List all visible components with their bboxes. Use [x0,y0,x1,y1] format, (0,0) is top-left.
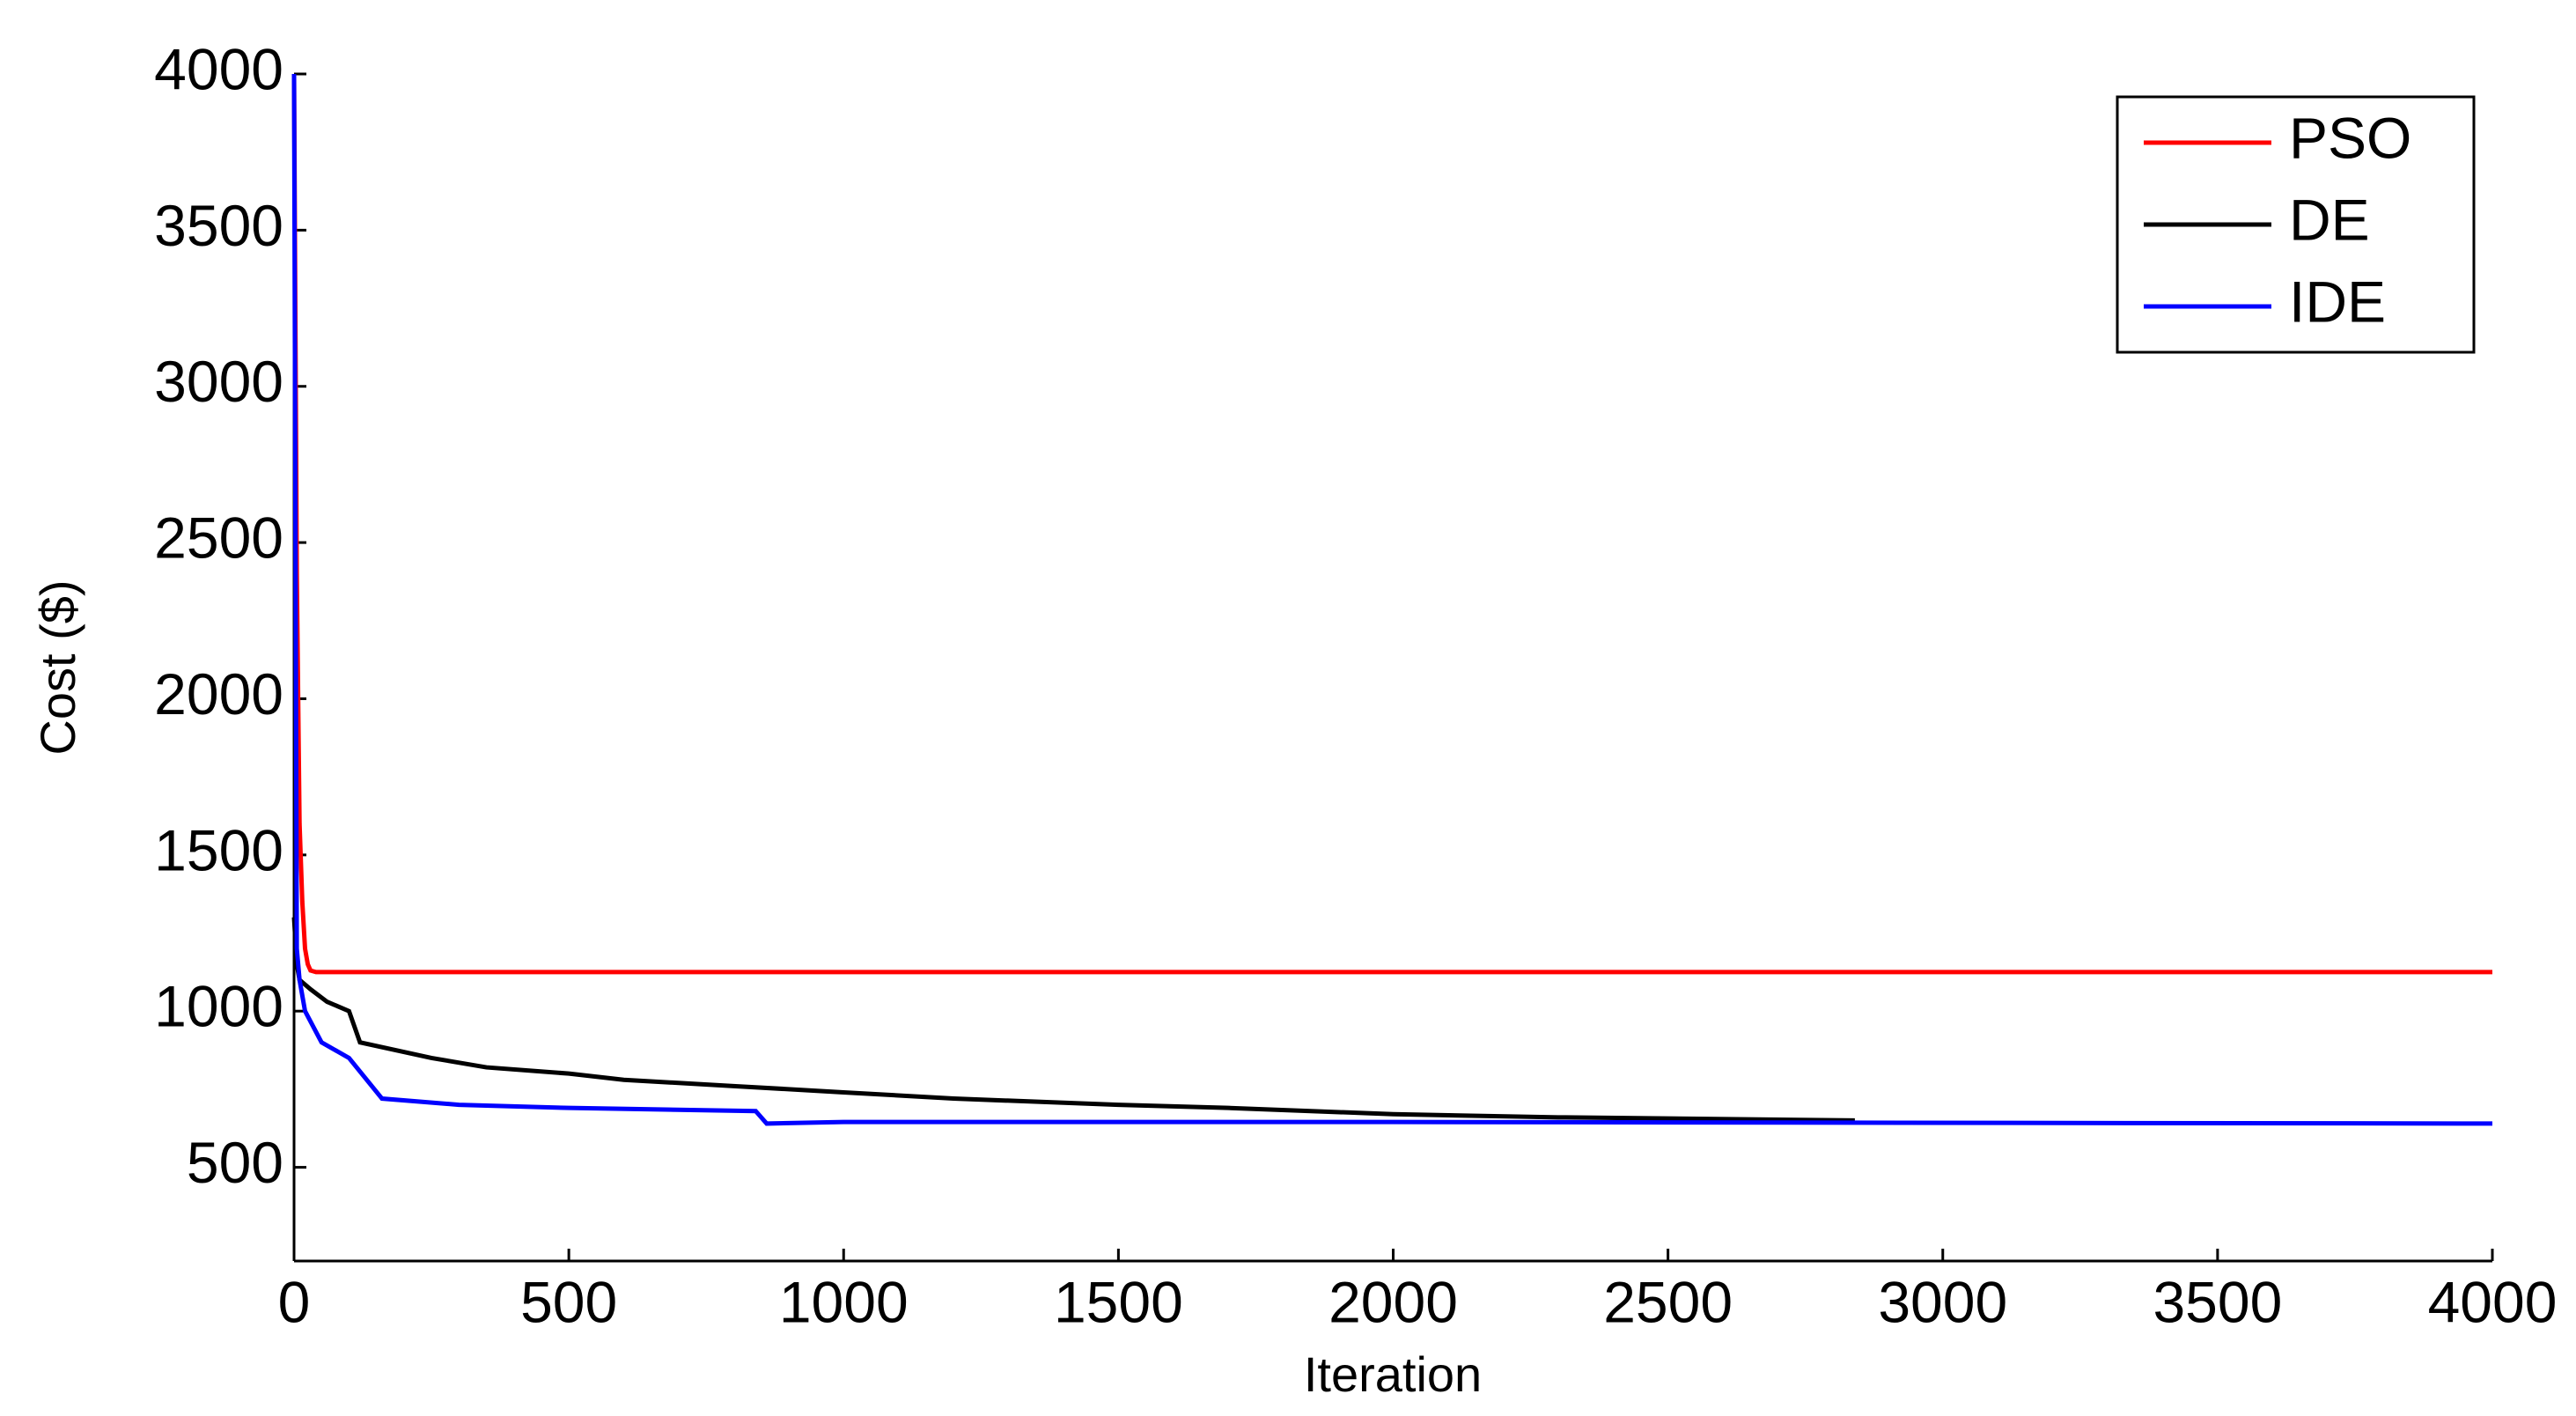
x-tick-label: 2000 [1328,1269,1458,1334]
x-tick-label: 500 [520,1269,617,1334]
legend-label: DE [2289,187,2370,252]
x-axis-label: Iteration [1304,1346,1482,1402]
y-axis-label: Cost ($) [30,579,85,755]
y-tick-label: 1500 [154,817,283,882]
y-tick-label: 2500 [154,505,283,571]
y-tick-label: 1000 [154,974,283,1039]
y-tick-label: 4000 [154,36,283,101]
series-line [291,73,2493,1126]
y-tick-label: 3000 [154,349,283,414]
x-tick-label: 2500 [1603,1269,1733,1334]
legend-label: PSO [2289,105,2411,170]
legend-label: IDE [2289,269,2386,334]
x-tick-label: 3000 [1878,1269,2007,1334]
y-tick-label: 2000 [154,661,283,726]
y-tick-label: 3500 [154,193,283,258]
x-tick-label: 1500 [1054,1269,1183,1334]
x-tick-label: 0 [278,1269,311,1334]
y-tick-label: 500 [187,1130,283,1195]
x-tick-label: 1000 [779,1269,909,1334]
x-tick-label: 4000 [2428,1269,2558,1334]
x-tick-label: 3500 [2153,1269,2282,1334]
series-line [291,917,1855,1123]
